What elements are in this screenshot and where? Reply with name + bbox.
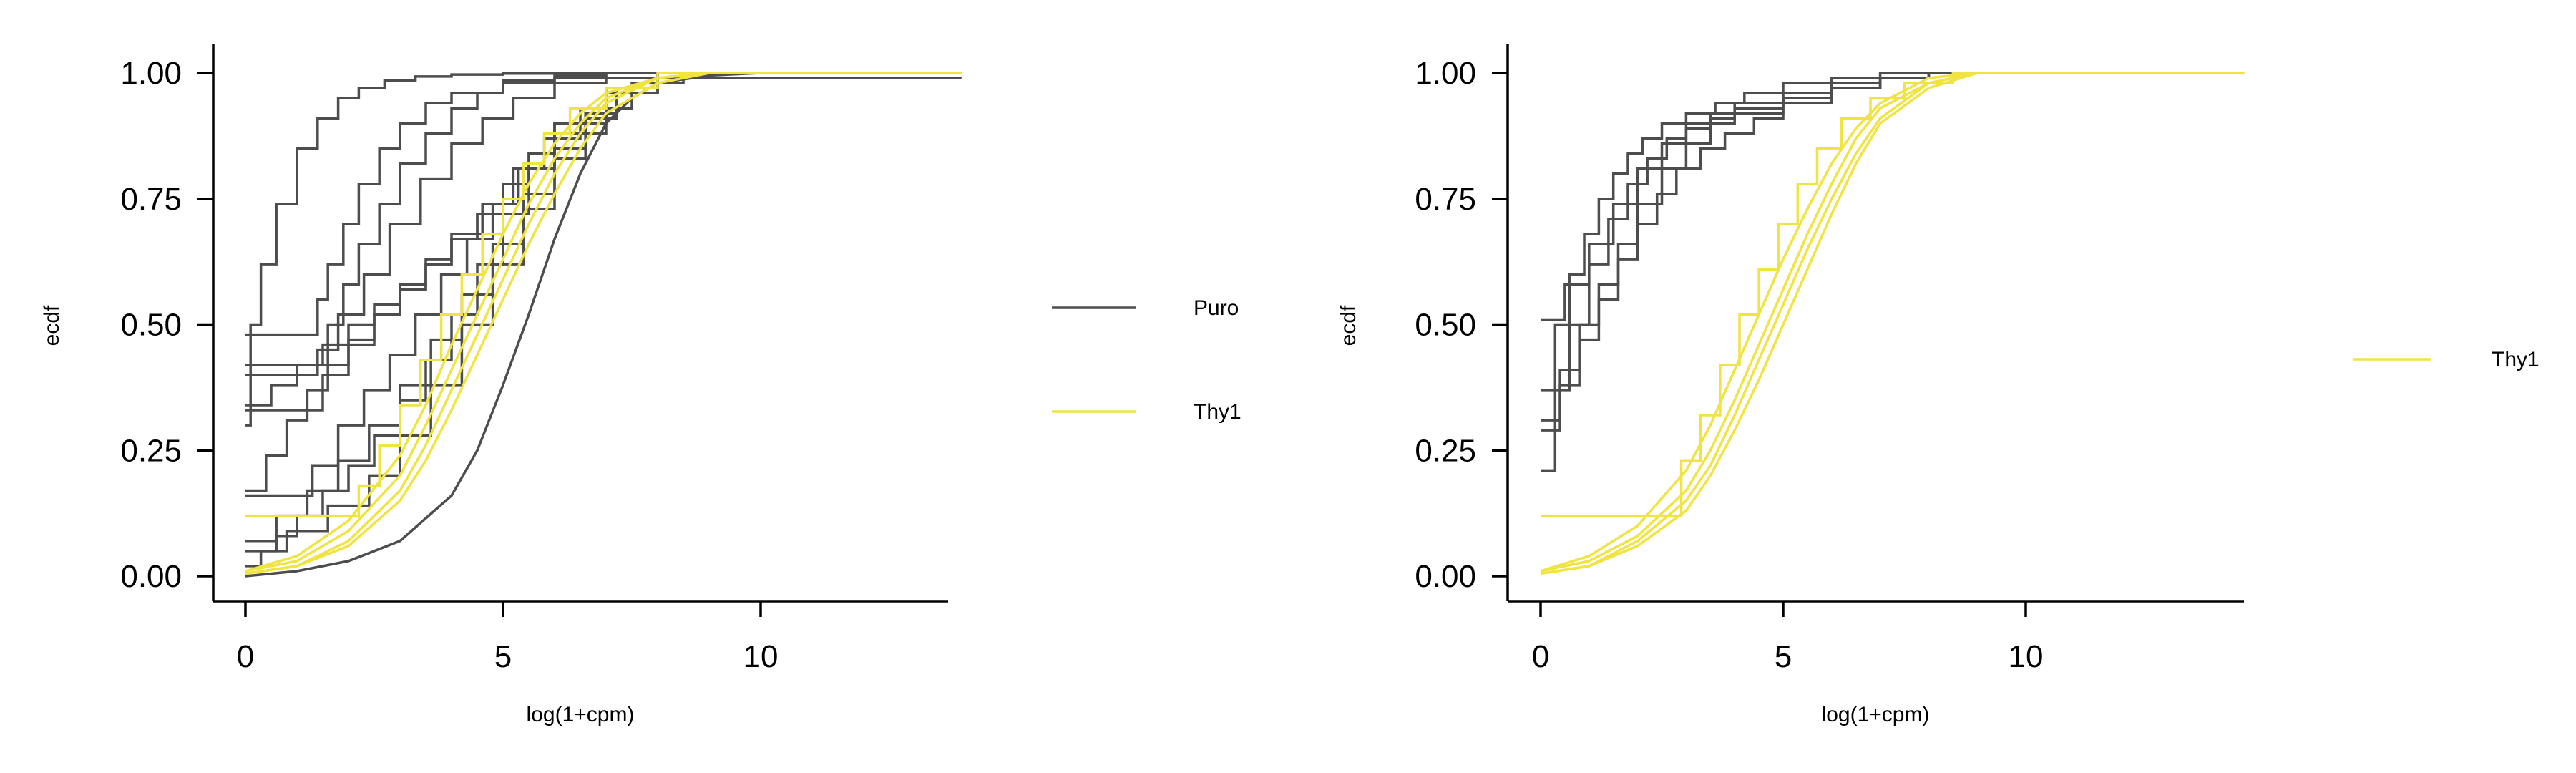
x-tick-label: 5	[1775, 639, 1792, 674]
x-axis-title: log(1+cpm)	[527, 703, 635, 726]
ecdf-series-line	[1541, 72, 2245, 422]
ecdf-series-line	[245, 72, 962, 573]
series-group	[245, 72, 962, 578]
ecdf-panel-right: 0.00 0.25 0.50 0.75 1.00 0 5 10 ecdf log(1+cpm) Th…	[1337, 44, 2540, 726]
legend: Thy1	[2353, 348, 2540, 371]
y-axis-title: ecdf	[1337, 305, 1360, 346]
ecdf-series-line	[245, 72, 962, 517]
y-tick-label: 1.00	[1415, 56, 1476, 91]
ecdf-series-line	[245, 72, 962, 573]
ecdf-panel-left: 0.00 0.25 0.50 0.75 1.00 0 5 10 ecdf log(1+cpm) Pu…	[40, 44, 1241, 726]
ecdf-series-line	[1540, 72, 2245, 575]
y-tick-label: 0.25	[1415, 433, 1476, 468]
y-tick-label: 0.00	[1415, 559, 1476, 594]
x-tick-label: 5	[494, 639, 512, 674]
legend: Puro Thy1	[1052, 296, 1241, 424]
legend-label: Thy1	[1194, 400, 1241, 424]
y-tick-label: 0.50	[120, 308, 182, 343]
x-tick-label: 10	[743, 639, 779, 674]
ecdf-series-line	[1540, 72, 2245, 573]
ecdf-series-line	[1540, 72, 2245, 575]
ecdf-series-line	[245, 72, 962, 366]
ecdf-series-line	[245, 72, 962, 492]
x-tick-label: 0	[237, 639, 254, 674]
ecdf-series-line	[1540, 72, 2245, 573]
y-tick-label: 0.25	[120, 433, 182, 468]
ecdf-series-line	[245, 72, 962, 553]
y-axis-title: ecdf	[40, 305, 64, 346]
ecdf-series-line	[245, 72, 962, 543]
y-tick-label: 0.00	[120, 559, 182, 594]
ecdf-series-line	[1541, 72, 2245, 517]
legend-label: Thy1	[2492, 348, 2540, 371]
ecdf-series-line	[245, 72, 962, 427]
y-tick-label: 0.50	[1415, 308, 1476, 343]
x-tick-label: 10	[2009, 639, 2044, 674]
legend-label: Puro	[1194, 296, 1239, 320]
y-tick-label: 0.75	[1415, 182, 1476, 217]
y-tick-label: 1.00	[120, 56, 182, 91]
ecdf-series-line	[1541, 72, 2245, 432]
series-group	[1540, 72, 2245, 575]
ecdf-series-line	[1541, 72, 2245, 392]
ecdf-series-line	[1541, 72, 2245, 472]
ecdf-series-line	[245, 72, 962, 376]
ecdf-series-line	[245, 72, 962, 568]
y-tick-label: 0.75	[120, 182, 182, 217]
ecdf-series-line	[245, 72, 962, 575]
x-axis-title: log(1+cpm)	[1822, 703, 1930, 726]
ecdf-series-line	[245, 72, 962, 336]
x-tick-label: 0	[1532, 639, 1549, 674]
ecdf-series-line	[245, 72, 962, 575]
